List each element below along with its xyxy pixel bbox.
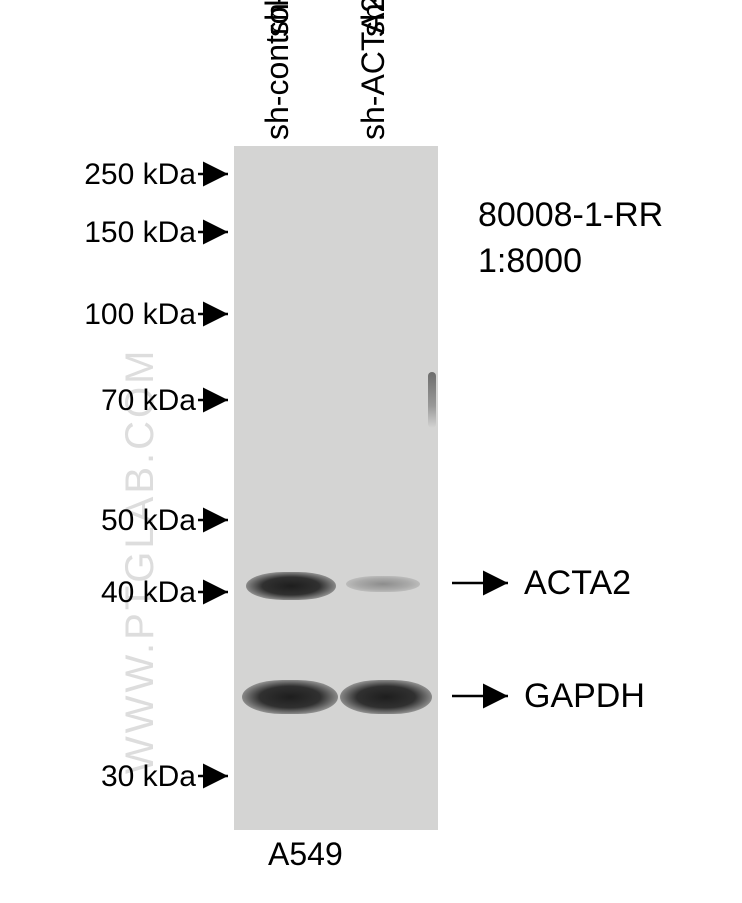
mw-250: 250 kDa xyxy=(60,158,196,192)
band-acta2-lane2 xyxy=(346,576,420,592)
band-label-gapdh: GAPDH xyxy=(524,677,645,716)
cell-line-label: A549 xyxy=(268,836,343,873)
lane2-rot: sh-ACTA2 xyxy=(355,0,392,140)
mw-150: 150 kDa xyxy=(60,216,196,250)
blot-membrane xyxy=(234,146,438,830)
band-label-acta2: ACTA2 xyxy=(524,564,631,603)
mw-100: 100 kDa xyxy=(60,298,196,332)
mw-70: 70 kDa xyxy=(60,384,196,418)
band-gapdh-lane2 xyxy=(340,680,432,714)
figure-container: WWW.PTGLAB.COM sh-control sh-ACTA2 .lane… xyxy=(0,0,742,903)
band-gapdh-lane1 xyxy=(242,680,338,714)
dilution: 1:8000 xyxy=(478,242,582,281)
mw-30: 30 kDa xyxy=(60,760,196,794)
catalog-number: 80008-1-RR xyxy=(478,196,663,235)
lane1-rot: sh-control xyxy=(259,0,296,140)
mw-40: 40 kDa xyxy=(60,576,196,610)
mw-50: 50 kDa xyxy=(60,504,196,538)
band-acta2-lane1 xyxy=(246,572,336,600)
artifact-smear xyxy=(428,372,436,428)
